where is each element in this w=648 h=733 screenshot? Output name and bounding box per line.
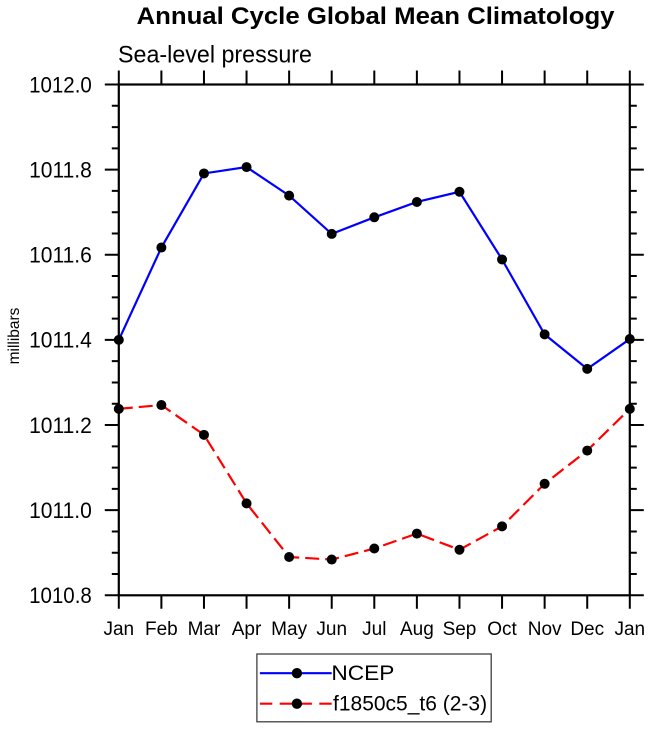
svg-text:Jun: Jun bbox=[316, 619, 347, 640]
svg-text:Jan: Jan bbox=[614, 619, 645, 640]
svg-text:1012.0: 1012.0 bbox=[29, 72, 92, 97]
svg-text:Aug: Aug bbox=[400, 619, 434, 640]
svg-text:Annual Cycle Global Mean Clima: Annual Cycle Global Mean Climatology bbox=[137, 3, 616, 30]
svg-text:Jul: Jul bbox=[362, 619, 386, 640]
svg-text:Feb: Feb bbox=[145, 619, 178, 640]
svg-text:1011.0: 1011.0 bbox=[29, 498, 92, 523]
svg-text:1010.8: 1010.8 bbox=[29, 583, 92, 608]
svg-text:Jan: Jan bbox=[103, 619, 134, 640]
svg-text:1011.2: 1011.2 bbox=[29, 413, 92, 438]
svg-text:Oct: Oct bbox=[487, 619, 517, 640]
svg-text:NCEP: NCEP bbox=[331, 662, 394, 685]
svg-text:f1850c5_t6 (2-3): f1850c5_t6 (2-3) bbox=[333, 693, 487, 716]
svg-text:1011.8: 1011.8 bbox=[29, 157, 92, 182]
svg-text:Apr: Apr bbox=[232, 619, 262, 640]
svg-text:Sea-level pressure: Sea-level pressure bbox=[118, 41, 312, 68]
svg-text:Mar: Mar bbox=[188, 619, 221, 640]
svg-text:Dec: Dec bbox=[570, 619, 604, 640]
svg-text:1011.4: 1011.4 bbox=[29, 328, 92, 353]
svg-text:Nov: Nov bbox=[528, 619, 562, 640]
svg-text:millibars: millibars bbox=[6, 307, 23, 364]
svg-text:1011.6: 1011.6 bbox=[29, 243, 92, 268]
svg-text:Sep: Sep bbox=[443, 619, 477, 640]
svg-text:May: May bbox=[271, 619, 307, 640]
